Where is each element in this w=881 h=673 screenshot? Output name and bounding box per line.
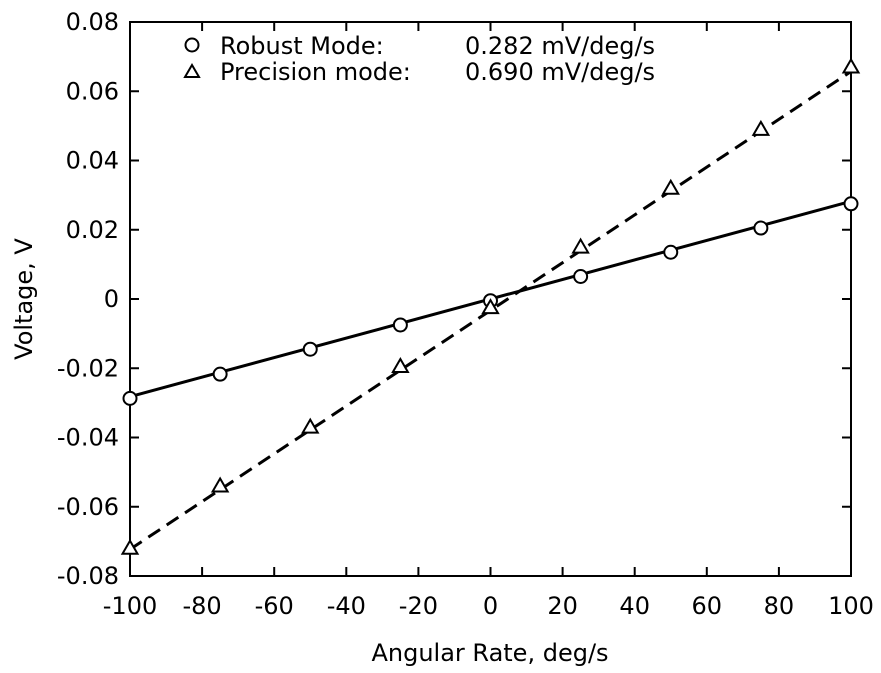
x-tick-label: -20 xyxy=(399,592,438,620)
point-robust xyxy=(214,368,227,381)
legend-sensitivity-robust: 0.282 mV/deg/s xyxy=(465,32,655,60)
point-robust xyxy=(574,270,587,283)
legend-marker-precision xyxy=(185,65,199,77)
point-robust xyxy=(754,222,767,235)
y-tick-label: 0 xyxy=(104,285,119,313)
legend-marker-robust xyxy=(186,39,199,52)
y-tick-label: -0.08 xyxy=(57,562,119,590)
point-robust xyxy=(124,392,137,405)
point-robust xyxy=(845,197,858,210)
x-tick-label: 60 xyxy=(692,592,723,620)
legend-label-precision: Precision mode: xyxy=(220,58,411,86)
x-tick-label: -100 xyxy=(103,592,157,620)
y-tick-label: 0.06 xyxy=(66,77,119,105)
y-tick-label: 0.02 xyxy=(66,216,119,244)
point-precision xyxy=(844,60,859,73)
legend: Robust Mode: 0.282 mV/deg/s Precision mo… xyxy=(185,32,655,86)
y-tick-label: -0.02 xyxy=(57,354,119,382)
y-axis-ticks: -0.08 -0.06 -0.04 -0.02 0 0.02 0.04 0.06 0.08 xyxy=(57,8,851,590)
x-tick-label: -40 xyxy=(327,592,366,620)
x-tick-label: -80 xyxy=(182,592,221,620)
point-robust xyxy=(394,318,407,331)
x-tick-label: 100 xyxy=(828,592,874,620)
point-robust xyxy=(664,246,677,259)
legend-sensitivity-precision: 0.690 mV/deg/s xyxy=(465,58,655,86)
y-tick-label: 0.08 xyxy=(66,8,119,36)
legend-label-robust: Robust Mode: xyxy=(220,32,384,60)
y-axis-label: Voltage, V xyxy=(10,238,38,360)
data-markers xyxy=(123,60,859,554)
x-axis-label: Angular Rate, deg/s xyxy=(371,639,608,667)
y-tick-label: -0.04 xyxy=(57,424,119,452)
x-axis-ticks: -100 -80 -60 -40 -20 0 20 40 60 80 100 xyxy=(103,22,874,620)
point-precision xyxy=(663,181,678,194)
y-tick-label: 0.04 xyxy=(66,147,119,175)
y-tick-label: -0.06 xyxy=(57,493,119,521)
x-tick-label: -60 xyxy=(255,592,294,620)
point-precision xyxy=(573,240,588,253)
point-robust xyxy=(304,343,317,356)
x-tick-label: 80 xyxy=(764,592,795,620)
point-precision xyxy=(753,122,768,135)
x-tick-label: 0 xyxy=(483,592,498,620)
x-tick-label: 40 xyxy=(619,592,650,620)
x-tick-label: 20 xyxy=(547,592,578,620)
